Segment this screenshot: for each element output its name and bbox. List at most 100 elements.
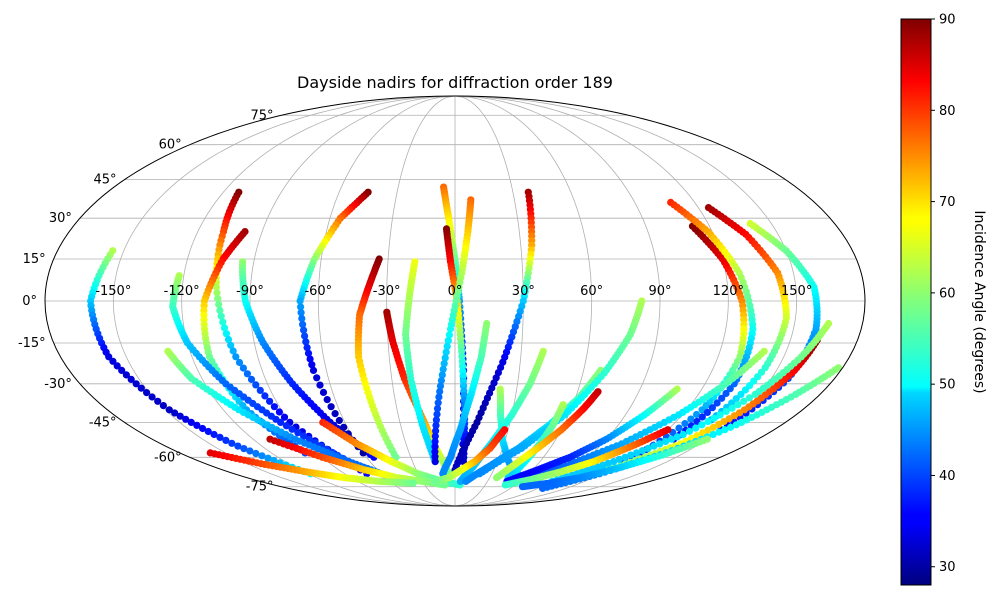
nadir-point	[644, 444, 652, 452]
latitude-tick-label: 60°	[159, 138, 182, 153]
nadir-point	[246, 447, 254, 455]
nadir-point	[277, 418, 285, 426]
nadir-point	[710, 414, 718, 422]
nadir-point	[340, 423, 348, 431]
nadir-point	[215, 300, 223, 309]
nadir-point	[436, 387, 444, 396]
longitude-tick-labels: -150° -120° -90° -60° -30° 0° 30° 60° 90° 120° 150…	[95, 284, 812, 299]
nadir-point	[298, 314, 306, 323]
nadir-point	[475, 470, 484, 478]
nadir-point	[288, 425, 296, 433]
nadir-point	[335, 416, 343, 425]
colorbar-label: Incidence Angle (degrees)	[971, 210, 987, 393]
longitude-tick-label: -60°	[304, 284, 332, 299]
nadir-point	[673, 433, 681, 441]
nadir-point	[319, 388, 328, 396]
nadir-point	[300, 432, 308, 440]
nadir-point	[204, 427, 212, 436]
nadir-point	[722, 389, 730, 398]
nadir-point	[667, 435, 676, 443]
nadir-point	[229, 347, 237, 355]
nadir-point	[165, 406, 173, 414]
nadir-point	[732, 395, 740, 403]
nadir-point	[308, 361, 316, 369]
nadir-point	[239, 364, 247, 372]
nadir-point	[176, 412, 184, 420]
colorbar-tick-label: 90	[939, 13, 956, 28]
nadir-point	[621, 453, 629, 461]
nadir-point	[235, 358, 244, 367]
nadir-point	[718, 394, 726, 402]
nadir-point	[214, 295, 222, 303]
nadir-point	[650, 442, 658, 450]
nadir-point	[261, 392, 269, 400]
nadir-point	[698, 421, 706, 429]
nadir-point	[443, 342, 451, 350]
map-boundary	[44, 95, 866, 507]
nadir-point	[745, 394, 754, 402]
nadir-point	[301, 332, 309, 340]
nadir-point	[280, 413, 289, 421]
nadir-point	[132, 380, 140, 388]
nadir-point	[446, 325, 455, 333]
nadir-point	[220, 324, 229, 332]
nadir-point	[216, 433, 224, 441]
nadir-point	[715, 428, 723, 436]
nadir-point	[222, 330, 230, 338]
latitude-tick-label: -75°	[246, 480, 274, 495]
nadir-point	[234, 442, 242, 450]
nadir-point	[440, 360, 448, 368]
nadir-point	[721, 426, 729, 434]
colorbar-tick-label: 40	[939, 469, 956, 484]
longitude-tick-label: 30°	[512, 284, 535, 299]
nadir-point	[720, 417, 728, 426]
nadir-point	[675, 424, 683, 432]
nadir-point	[182, 415, 190, 423]
latitude-tick-label: 75°	[250, 108, 273, 123]
nadir-point	[264, 454, 272, 462]
nadir-point	[227, 341, 235, 349]
nadir-point	[159, 402, 167, 410]
longitude-tick-label: -30°	[373, 284, 401, 299]
nadir-point	[300, 326, 308, 334]
nadir-point	[327, 403, 335, 411]
nadir-point	[297, 303, 305, 311]
nadir-point	[456, 477, 464, 485]
nadir-point	[727, 423, 735, 431]
nadir-point	[431, 458, 439, 466]
colorbar-tick-label: 30	[939, 560, 956, 575]
nadir-point	[716, 411, 724, 419]
nadir-point	[737, 390, 745, 398]
latitude-tick-label: -30°	[44, 377, 72, 392]
nadir-point	[252, 449, 260, 458]
nadir-point	[266, 397, 274, 405]
nadir-point	[493, 474, 501, 482]
nadir-point	[122, 371, 130, 379]
nadir-point	[709, 423, 718, 431]
nadir-point	[219, 318, 227, 326]
colorbar-ticks: 30 40 50 60 70 80 90	[931, 13, 956, 575]
nadir-point	[728, 404, 736, 412]
nadir-point	[309, 366, 318, 374]
longitude-tick-label: -90°	[236, 284, 264, 299]
colorbar-tick-label: 80	[939, 104, 956, 119]
nadir-point	[228, 439, 236, 447]
nadir-point	[730, 412, 739, 420]
nadir-point	[656, 440, 664, 448]
nadir-point	[303, 344, 311, 352]
nadir-point	[296, 297, 304, 305]
nadir-point	[632, 449, 641, 457]
nadir-point	[232, 353, 240, 361]
longitude-tick-label: 150°	[781, 284, 812, 299]
nadir-point	[435, 393, 443, 401]
colorbar-tick-label: 70	[939, 195, 956, 210]
nadir-point	[193, 421, 201, 429]
longitude-tick-label: 120°	[713, 284, 744, 299]
data-points	[87, 183, 843, 492]
nadir-point	[698, 413, 706, 421]
nadir-point	[462, 477, 470, 485]
nadir-point	[627, 451, 635, 459]
latitude-tick-label: 15°	[23, 252, 46, 267]
